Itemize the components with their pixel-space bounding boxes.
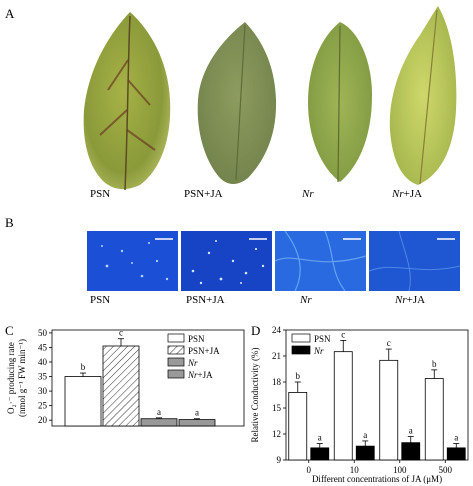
x-tick-label: 10	[350, 465, 360, 475]
panel-label-c: C	[5, 323, 14, 338]
bar	[355, 445, 375, 461]
y-tick-label: 24	[272, 325, 282, 335]
y-tick-label: 9	[277, 455, 282, 465]
significance-letter: a	[318, 433, 322, 443]
micrograph-psn-ja	[181, 231, 272, 291]
significance-letter: c	[119, 328, 123, 338]
plot-frame	[285, 329, 469, 461]
y-tick-label: 21	[272, 351, 281, 361]
bar	[424, 378, 444, 461]
leaf-photos	[83, 6, 457, 191]
panel-label-a: A	[5, 6, 15, 21]
micrograph-nr-ja	[369, 231, 460, 291]
bar	[446, 447, 466, 461]
legend-label: PSN	[188, 334, 205, 344]
legend-label: Nr+JA	[187, 370, 213, 380]
legend-swatch	[167, 345, 185, 355]
significance-letter: a	[409, 426, 413, 436]
significance-letter: b	[296, 371, 301, 381]
significance-letter: a	[157, 407, 161, 417]
bar	[64, 376, 102, 427]
significance-letter: c	[341, 329, 345, 339]
y-axis-label-line2: (nmol g⁻¹ FW min⁻¹)	[17, 339, 27, 417]
significance-letter: c	[387, 338, 391, 348]
leaf-label-nr: Nr	[302, 188, 314, 200]
micro-label-psn-ja: PSN+JA	[186, 294, 225, 306]
leaf-nr	[308, 22, 372, 183]
panel-label-d: D	[251, 323, 261, 338]
panel-label-b: B	[5, 215, 14, 230]
significance-letter: a	[363, 430, 367, 440]
micrograph-nr	[275, 231, 366, 291]
micrograph-psn	[87, 231, 178, 291]
y-tick-label: 15	[272, 403, 282, 413]
y-axis-label: Relative Conductivity (%)	[250, 348, 260, 443]
y-tick-label: 40	[38, 357, 48, 367]
bar	[333, 351, 353, 461]
x-tick-label: 100	[393, 465, 407, 475]
legend-label: PSN	[314, 334, 331, 344]
micro-label-nr: Nr	[300, 294, 312, 306]
y-tick-label: 18	[272, 377, 282, 387]
leaf-psn-ja	[197, 22, 277, 184]
x-tick-label: 500	[439, 465, 453, 475]
significance-letter: b	[432, 359, 437, 369]
y-tick-label: 12	[272, 429, 281, 439]
significance-letter: a	[454, 433, 458, 443]
bar	[288, 392, 308, 461]
bar	[310, 447, 330, 461]
legend-swatch	[167, 357, 185, 367]
leaf-label-psn-ja: PSN+JA	[184, 188, 223, 200]
legend-swatch	[167, 369, 185, 379]
significance-letter: b	[81, 362, 86, 372]
legend-swatch	[167, 333, 185, 343]
y-tick-label: 30	[38, 386, 48, 396]
y-axis-label: O₂·⁻ producing rate (nmol g⁻¹ FW min⁻¹)	[6, 339, 27, 417]
bar	[140, 418, 178, 427]
y-tick-label: 45	[38, 342, 48, 352]
bar	[401, 442, 421, 461]
bar	[102, 345, 140, 427]
leaf-label-nr-ja: Nr+JA	[392, 188, 423, 200]
bar	[178, 419, 216, 427]
bar	[379, 359, 399, 461]
micro-label-psn: PSN	[90, 294, 111, 306]
y-tick-label: 50	[38, 328, 48, 338]
significance-letter: a	[195, 408, 199, 418]
leaf-nr-ja	[389, 6, 457, 185]
legend-swatch	[291, 333, 311, 343]
x-axis-label: Different concentrations of JA (μM)	[312, 474, 442, 484]
y-tick-label: 25	[38, 401, 48, 411]
chart-d: 9 12 15 18 21 24 0 b a 10 c a 100 c a 500 b a Relative Con…	[250, 325, 469, 484]
y-tick-label: 20	[38, 415, 48, 425]
legend-label: PSN+JA	[188, 346, 220, 356]
leaf-label-psn: PSN	[90, 188, 111, 200]
micro-label-nr-ja: Nr+JA	[395, 294, 426, 306]
nr-italic: Nr	[392, 188, 404, 200]
y-tick-label: 35	[38, 372, 48, 382]
leaf-psn	[83, 12, 171, 191]
legend-label: Nr	[187, 358, 198, 368]
chart-c: 20 25 30 35 40 45 50 b c a a O₂·⁻ producing rate (nm…	[6, 328, 245, 427]
y-axis-label-line1: O₂·⁻ producing rate	[6, 342, 16, 414]
x-tick-label: 0	[307, 465, 312, 475]
legend-swatch	[291, 345, 311, 355]
legend-label: Nr	[313, 346, 324, 356]
nr-italic: Nr	[395, 294, 407, 306]
